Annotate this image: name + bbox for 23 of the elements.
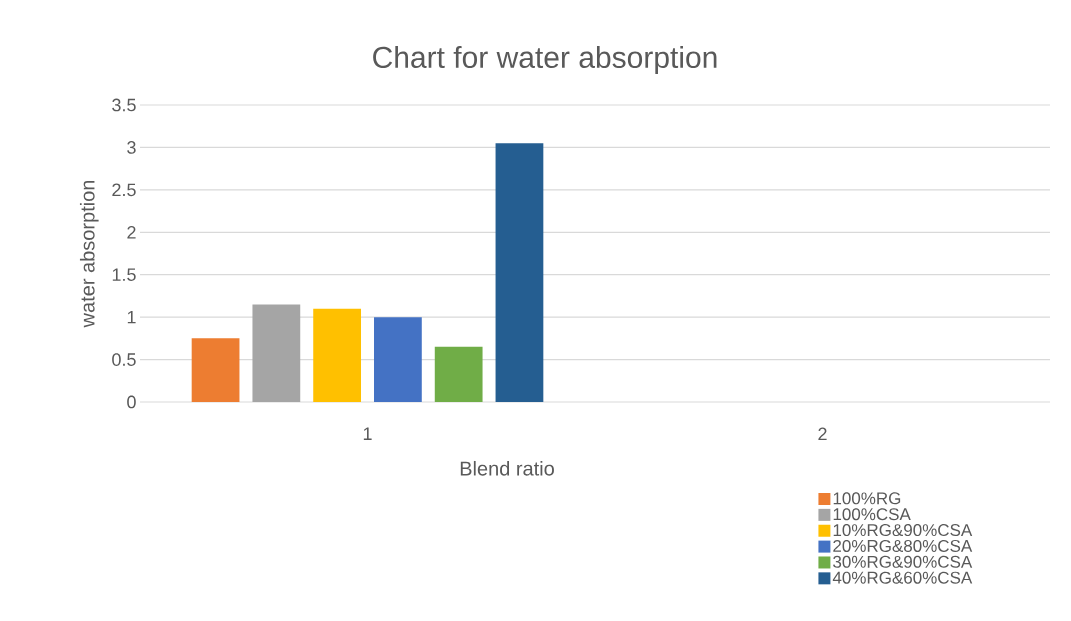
bar: [374, 317, 422, 402]
legend-label: 40%RG&60%CSA: [832, 571, 973, 584]
y-tick-label: 1: [127, 310, 136, 324]
x-axis-title: Blend ratio: [460, 460, 554, 476]
y-tick-label: 0: [127, 395, 136, 409]
y-tick-label: 0.5: [112, 353, 136, 366]
bar: [434, 346, 483, 402]
y-tick-label: 3.5: [112, 98, 136, 112]
y-tick-label: 3: [127, 141, 136, 154]
y-tick-label: 2: [127, 225, 136, 239]
bar: [495, 143, 544, 402]
legend-label: 100%RG: [833, 492, 901, 505]
legend-label: 30%RG&90%CSA: [833, 555, 973, 568]
y-axis-title: water absorption: [79, 180, 99, 328]
bar: [313, 308, 362, 402]
legend-label: 20%RG&80%CSA: [833, 539, 973, 552]
legend-label: 10%RG&90%CSA: [833, 524, 973, 537]
bar: [252, 304, 301, 402]
legend-label: 100%CSA: [833, 508, 911, 521]
chart-title: Chart for water absorption: [373, 46, 717, 74]
bar: [191, 338, 240, 402]
y-tick-label: 1.5: [112, 268, 136, 281]
y-tick-label: 2.5: [112, 183, 136, 197]
